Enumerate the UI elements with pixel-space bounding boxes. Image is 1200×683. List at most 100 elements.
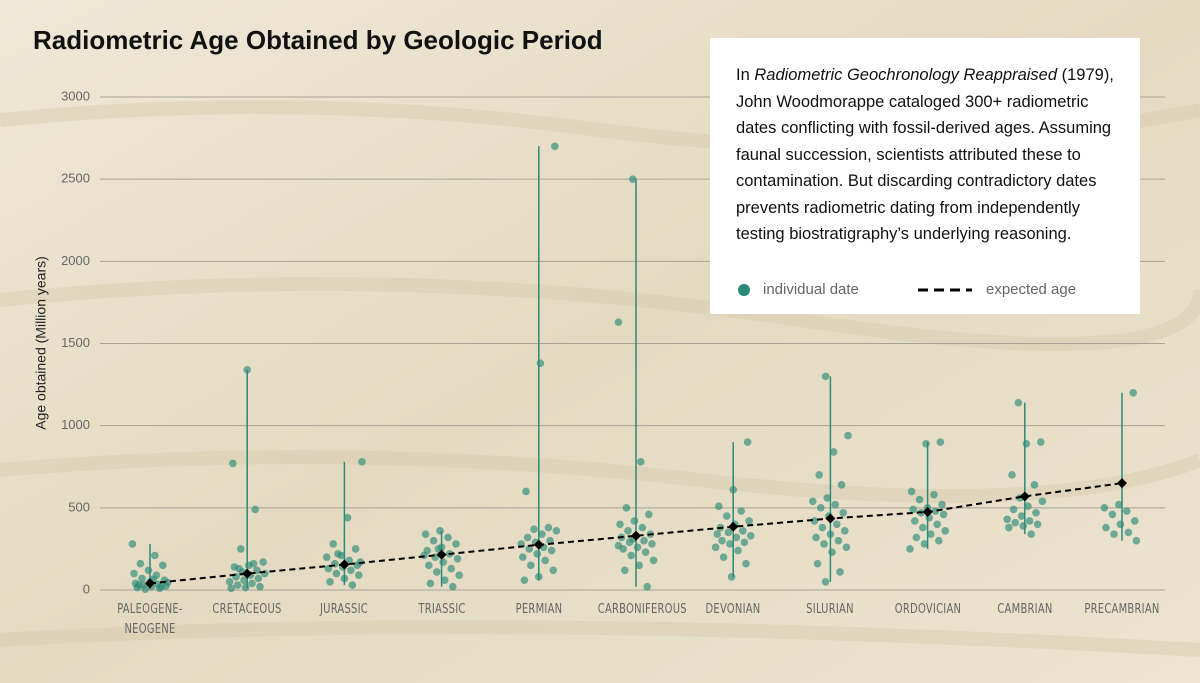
date-dot: [1108, 510, 1117, 519]
date-dot: [727, 573, 736, 581]
date-dot: [614, 541, 623, 550]
date-dot: [144, 566, 153, 575]
date-dot: [630, 517, 639, 525]
date-dot: [130, 569, 138, 578]
y-tick-label: 0: [83, 581, 90, 596]
date-dot: [1009, 505, 1018, 514]
date-dot: [530, 525, 538, 533]
x-tick-label: ORDOVICIAN: [894, 602, 961, 617]
date-dot: [821, 372, 830, 381]
date-dot: [719, 553, 728, 561]
date-dot: [522, 487, 530, 496]
y-axis-label: Age obtained (Million years): [33, 256, 49, 430]
expected-marker: [533, 539, 544, 550]
x-tick-label: CAMBRIAN: [997, 602, 1053, 617]
date-dot: [740, 538, 749, 547]
date-dot: [523, 533, 532, 542]
date-dot: [136, 559, 145, 568]
date-dot: [439, 558, 448, 566]
date-dot: [935, 536, 943, 545]
date-dot: [723, 512, 731, 520]
date-dot: [812, 533, 820, 542]
date-dot: [809, 497, 817, 506]
date-dot: [1014, 398, 1023, 407]
date-dot: [939, 510, 948, 519]
date-dot: [429, 536, 438, 545]
date-dot: [911, 517, 919, 525]
date-dot: [233, 581, 242, 589]
date-dot: [343, 513, 352, 522]
date-dot: [826, 530, 835, 538]
date-dot: [912, 533, 921, 542]
date-dot: [347, 566, 355, 575]
date-dot: [348, 581, 357, 589]
date-dot: [919, 523, 927, 532]
date-dot: [1024, 502, 1032, 510]
date-dot: [828, 548, 836, 557]
annotation: In Radiometric Geochronology Reappraised…: [736, 62, 1118, 248]
expected-line: [149, 482, 1123, 585]
date-dot: [1129, 389, 1137, 397]
date-dot: [637, 458, 645, 466]
date-dot: [536, 359, 545, 368]
date-dot: [237, 545, 245, 553]
date-dot: [547, 546, 556, 555]
date-dot: [1008, 471, 1016, 479]
date-dot: [447, 564, 456, 573]
date-dot: [906, 545, 914, 553]
date-dot: [1017, 512, 1026, 520]
x-tick-label: PRECAMBRIAN: [1084, 602, 1160, 617]
annotation-text: (1979), John Woodmorappe cataloged 300+ …: [736, 66, 1114, 243]
date-dot: [323, 553, 331, 561]
date-dot: [159, 561, 167, 570]
date-dot: [1033, 520, 1042, 529]
date-dot: [549, 566, 557, 575]
date-dot: [421, 530, 430, 538]
date-dot: [141, 585, 149, 593]
date-dot: [1131, 517, 1139, 525]
date-dot: [614, 318, 623, 326]
date-dot: [829, 448, 838, 456]
date-dot: [535, 573, 543, 581]
legend-marker: [738, 284, 750, 296]
date-dot: [1027, 530, 1035, 538]
date-dot: [641, 548, 650, 557]
date-dot: [643, 582, 651, 591]
date-dot: [1123, 507, 1131, 515]
date-dot: [1003, 515, 1011, 524]
y-tick-label: 1500: [61, 335, 90, 350]
x-tick-label: JURASSIC: [320, 602, 369, 617]
expected-marker: [1117, 478, 1127, 489]
date-dot: [640, 536, 648, 545]
expected-marker: [728, 521, 739, 532]
x-tick-label: DEVONIAN: [705, 602, 761, 617]
date-dot: [433, 568, 441, 576]
date-dot: [936, 438, 945, 446]
date-dot: [734, 546, 742, 555]
date-dot: [243, 365, 251, 374]
date-dot: [163, 578, 172, 587]
date-dot: [552, 527, 561, 535]
date-dot: [724, 528, 733, 537]
date-dot: [1037, 438, 1045, 446]
date-dot: [229, 459, 237, 468]
date-dot: [261, 569, 269, 578]
date-dot: [821, 577, 830, 586]
date-dot: [332, 569, 341, 578]
date-dot: [259, 558, 268, 566]
date-dot: [638, 523, 647, 532]
date-dot: [434, 545, 443, 553]
x-tick-label: PALEOGENE-NEOGENE: [117, 602, 183, 637]
date-dot: [441, 576, 449, 584]
expected-marker: [242, 568, 253, 579]
date-dot: [240, 576, 248, 584]
date-dot: [251, 505, 259, 514]
expected-marker: [145, 578, 155, 589]
date-dot: [715, 502, 723, 510]
date-dot: [1011, 518, 1019, 527]
legend-label: individual date: [763, 281, 859, 298]
date-dot: [533, 550, 541, 558]
date-dot: [538, 530, 546, 538]
date-dot: [933, 520, 941, 529]
date-dot: [818, 523, 827, 532]
